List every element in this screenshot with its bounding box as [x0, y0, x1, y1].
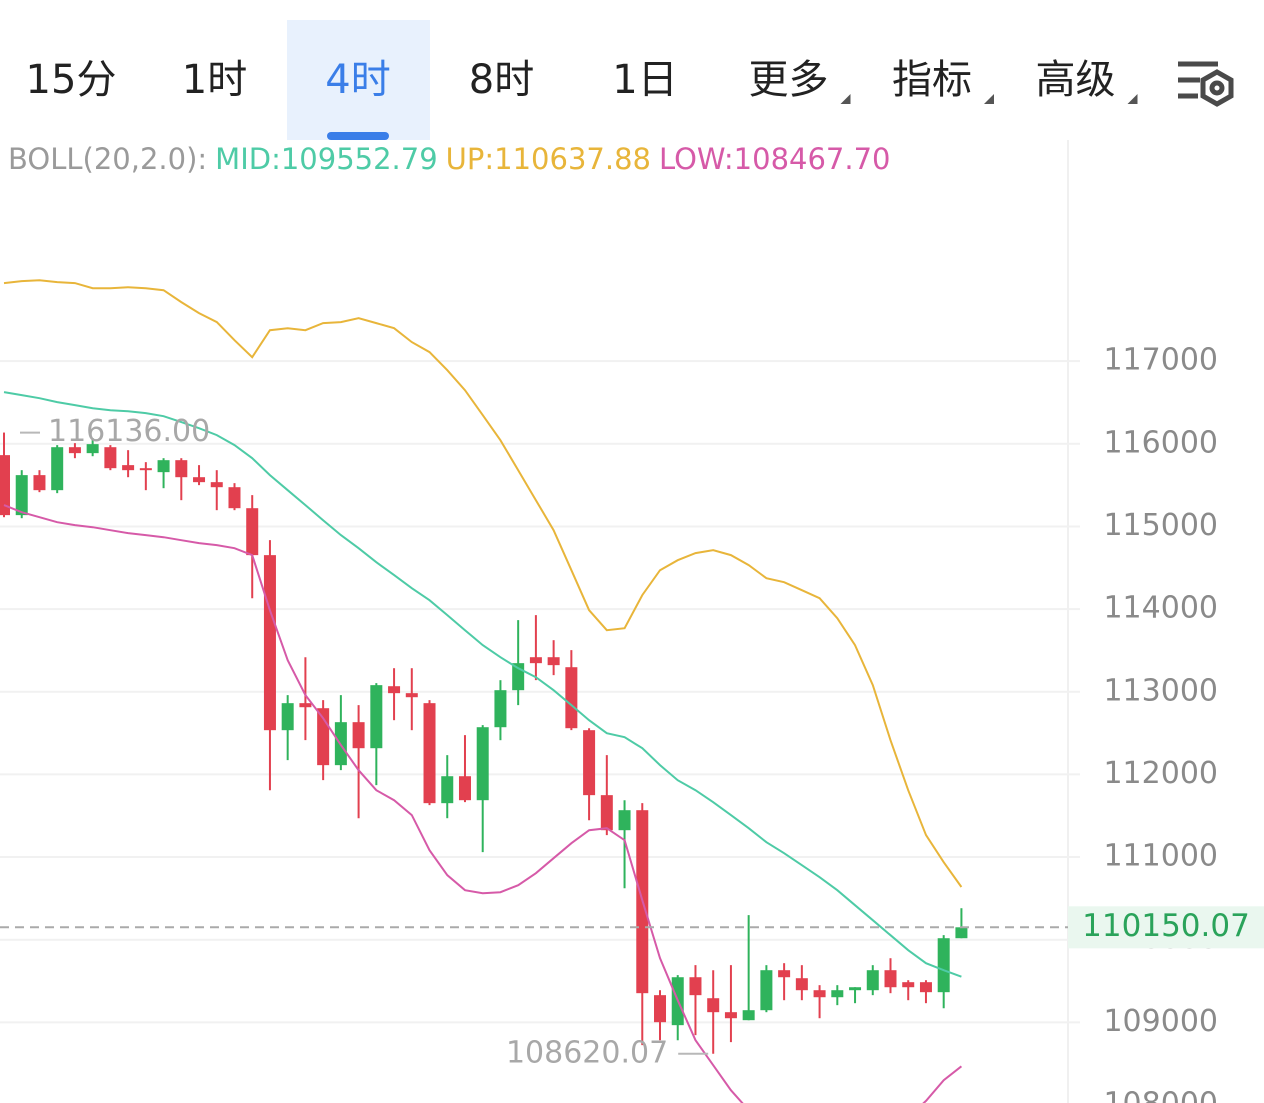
tab[interactable]: 更多	[749, 57, 829, 103]
candle-body	[228, 487, 241, 509]
candle-body	[902, 982, 915, 988]
candle-body	[210, 482, 223, 488]
candle-body	[86, 444, 99, 454]
candle-body	[689, 977, 702, 996]
candle-body	[423, 703, 436, 804]
candle-body	[458, 776, 471, 801]
candle-body	[157, 460, 170, 473]
y-tick-label: 114000	[1103, 591, 1218, 626]
candle-body	[618, 810, 631, 831]
candle-body	[884, 970, 897, 988]
y-tick-label: 109000	[1103, 1004, 1218, 1039]
candle-body	[529, 657, 542, 664]
last-price-box	[1068, 906, 1264, 949]
band-line	[3, 391, 962, 978]
candle-body	[68, 447, 81, 454]
candle-body	[441, 776, 454, 804]
y-tick-label: 112000	[1103, 756, 1218, 791]
candle-body	[583, 730, 596, 796]
candle-body	[955, 927, 968, 939]
last-price-label: 110150.07	[1082, 908, 1250, 944]
candle-body	[724, 1012, 737, 1019]
legend-entry: LOW:108467.70	[659, 142, 891, 176]
tab[interactable]: 8时	[469, 57, 534, 103]
candle-body	[831, 990, 844, 998]
candle-body	[937, 938, 950, 993]
active-tab-underline	[327, 132, 389, 140]
candle-body	[866, 970, 879, 991]
y-tick-label: 108000	[1103, 1087, 1218, 1103]
tab[interactable]: 1日	[612, 57, 677, 103]
candle-body	[742, 1010, 755, 1021]
candle-body	[281, 703, 294, 731]
y-tick-label: 116000	[1103, 425, 1218, 460]
legend-entry: UP:110637.88	[446, 142, 651, 176]
y-tick-label: 113000	[1103, 673, 1218, 708]
candle-body	[370, 685, 383, 749]
settings-icon[interactable]	[1178, 61, 1234, 107]
candle-body	[565, 667, 578, 729]
candle-body	[263, 555, 276, 731]
candle-body	[600, 795, 613, 831]
candle-body	[122, 465, 135, 471]
candle-body	[299, 703, 312, 708]
candle-body	[388, 686, 401, 694]
legend-entry: MID:109552.79	[215, 142, 438, 176]
candle-body	[15, 475, 28, 516]
active-tab-bg	[287, 20, 430, 140]
y-tick-label: 115000	[1103, 508, 1218, 543]
tab[interactable]: 4时	[325, 57, 390, 103]
candle-body	[849, 987, 862, 991]
band-line	[3, 279, 963, 888]
tab[interactable]: 高级	[1036, 57, 1116, 103]
candle-body	[707, 998, 720, 1013]
dropdown-arrow	[984, 94, 994, 104]
indicator-name: BOLL(20,2.0):	[8, 142, 207, 176]
dropdown-arrow	[840, 94, 851, 104]
candle-body	[494, 690, 507, 728]
dropdown-arrow	[1127, 94, 1138, 104]
candle-body	[760, 970, 773, 1011]
annotation-label: 108620.07	[506, 1035, 668, 1070]
candle-body	[813, 990, 826, 998]
candle-body	[104, 447, 117, 469]
candle-body	[246, 508, 259, 556]
candle-body	[175, 460, 188, 478]
annotation-label: 116136.00	[48, 414, 210, 449]
candle-body	[547, 657, 560, 666]
indicator-legend: BOLL(20,2.0): MID:109552.79 UP:110637.88 LO…	[8, 142, 891, 176]
y-tick-label: 117000	[1103, 343, 1218, 378]
candle-body	[139, 468, 152, 471]
plot-area	[0, 279, 968, 1103]
candle-body	[352, 722, 365, 749]
candle-body	[778, 970, 791, 978]
band-line	[3, 504, 963, 1103]
candle-body	[405, 693, 418, 698]
tab[interactable]: 1时	[182, 57, 247, 103]
candle-body	[0, 455, 10, 516]
candle-body	[33, 475, 46, 491]
candle-body	[193, 477, 206, 483]
candle-body	[476, 727, 489, 801]
candle-body	[795, 978, 808, 991]
y-tick-label: 111000	[1103, 839, 1218, 874]
candle-body	[51, 447, 64, 491]
candle-body	[654, 995, 667, 1023]
tab[interactable]: 指标	[892, 57, 972, 103]
tab[interactable]: 15分	[26, 57, 117, 103]
candle-body	[919, 982, 932, 993]
